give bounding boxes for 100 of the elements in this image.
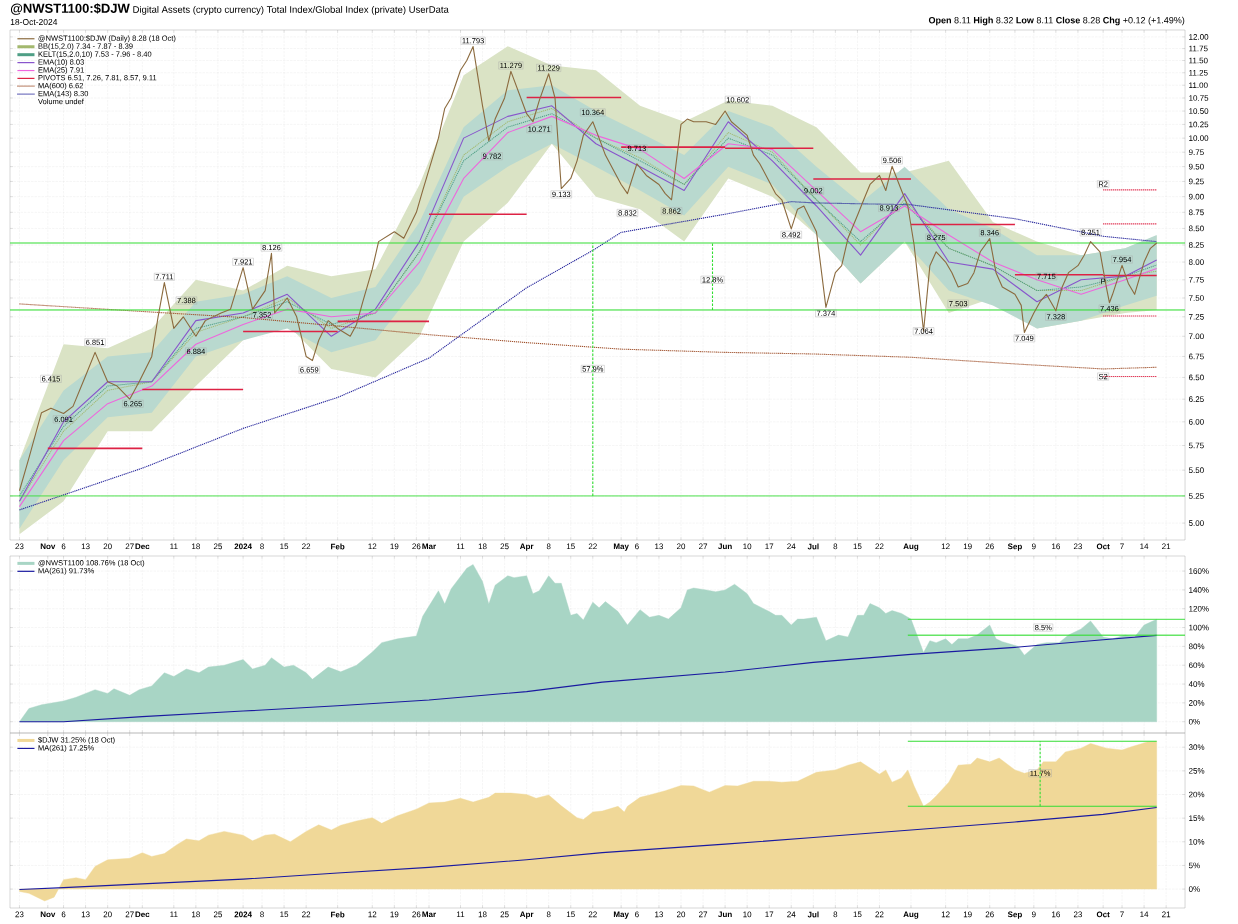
x-tick-label: 8 <box>833 543 838 550</box>
y-tick-label: 40% <box>1188 681 1205 687</box>
x-tick-label: 7 <box>1120 911 1124 918</box>
x-tick-label: 15 <box>566 911 575 918</box>
x-tick-label: 20 <box>103 543 112 550</box>
y-tick-label: 6.75 <box>1188 353 1204 360</box>
x-tick-label: 23 <box>15 543 24 550</box>
x-tick-label: 25 <box>500 543 509 550</box>
chart-subtitle: Digital Assets (crypto currency) Total Index/Global Index (private) UserData <box>133 5 449 15</box>
y-tick-label: 30% <box>1188 744 1205 751</box>
x-tick-label: 15 <box>853 911 862 918</box>
x-tick-label: 9 <box>1031 911 1036 918</box>
line-series <box>18 806 1158 891</box>
text: Open 8.11 High 8.32 Low 8.11 Close 8.28 Chg +0.12 (+1.49%) <box>928 16 1185 26</box>
y-tick-label: 7.50 <box>1188 295 1204 301</box>
x-tick-label: 18 <box>478 911 487 918</box>
y-tick-label: 11.75 <box>1189 45 1208 52</box>
x-tick-label: 18 <box>478 543 487 550</box>
x-tick-label: 9 <box>1031 543 1036 550</box>
x-tick-label: 2024 <box>234 911 252 918</box>
y-tick-label: 10.50 <box>1189 108 1209 114</box>
x-tick-label: Sep <box>1007 543 1022 551</box>
x-tick-label: 25 <box>213 543 223 550</box>
y-tick-label: 10.75 <box>1189 95 1209 101</box>
x-tick-label: 27 <box>699 911 708 918</box>
x-tick-label: 8 <box>546 911 551 918</box>
x-tick-label: 13 <box>655 543 664 550</box>
x-tick-label: 6 <box>635 543 639 550</box>
x-tick-label: 24 <box>787 911 796 918</box>
x-tick-label: 13 <box>655 911 664 918</box>
x-tick-label: 20 <box>103 911 112 918</box>
y-tick-label: 10% <box>1189 838 1205 845</box>
x-tick-label: Jul <box>807 543 819 550</box>
y-tick-label: 25% <box>1188 768 1205 774</box>
x-tick-label: 16 <box>1052 911 1060 918</box>
x-tick-label: Nov <box>40 543 56 550</box>
x-tick-label: May <box>613 911 629 919</box>
x-tick-label: 27 <box>125 543 134 550</box>
y-tick-label: 20% <box>1188 700 1205 706</box>
y-tick-label: 5.25 <box>1188 493 1204 499</box>
x-tick-label: 11 <box>456 911 465 918</box>
x-tick-label: Feb <box>331 543 345 550</box>
y-tick-label: 11.50 <box>1189 57 1208 64</box>
chart-title: @NWST1100:$DJW <box>10 3 130 15</box>
x-tick-label: 15 <box>853 543 862 550</box>
x-tick-label: 7 <box>1120 543 1124 550</box>
x-tick-label: 2024 <box>234 543 252 550</box>
x-tick-label: 14 <box>1140 911 1149 918</box>
x-tick-label: 10 <box>743 543 752 550</box>
x-tick-label: 19 <box>390 543 399 550</box>
x-tick-label: 19 <box>963 911 972 918</box>
x-tick-label: 11 <box>170 911 178 918</box>
y-tick-label: 9.75 <box>1188 149 1204 156</box>
y-tick-label: 11.00 <box>1189 82 1208 89</box>
x-tick-label: 11 <box>170 543 178 550</box>
y-tick-label: 100% <box>1189 624 1209 631</box>
x-tick-label: 22 <box>588 543 597 550</box>
y-tick-label: 15% <box>1189 815 1205 821</box>
y-tick-label: 8.25 <box>1188 242 1204 248</box>
x-tick-label: 6 <box>61 911 66 918</box>
x-tick-label: Dec <box>135 543 150 550</box>
x-tick-label: 20 <box>676 911 686 918</box>
x-tick-label: 12 <box>941 911 950 918</box>
x-tick-label: 8 <box>546 543 551 550</box>
x-tick-label: 26 <box>412 911 421 918</box>
x-tick-label: 23 <box>1073 543 1083 550</box>
y-tick-label: 6.50 <box>1188 374 1204 381</box>
y-tick-label: 12.00 <box>1189 34 1209 40</box>
x-tick-label: 26 <box>412 543 421 550</box>
x-tick-label: 27 <box>699 543 708 550</box>
x-tick-label: 26 <box>985 543 994 550</box>
y-tick-label: 120% <box>1189 605 1209 612</box>
x-tick-label: 22 <box>302 911 311 918</box>
x-tick-label: 25 <box>213 911 223 918</box>
x-tick-label: 27 <box>125 911 134 918</box>
x-tick-label: 10 <box>743 911 752 918</box>
x-tick-label: Apr <box>519 911 534 919</box>
x-tick-label: Jul <box>807 911 819 918</box>
x-tick-label: 24 <box>787 543 796 550</box>
x-tick-label: 13 <box>81 911 90 918</box>
x-tick-label: 22 <box>875 543 884 550</box>
y-tick-label: 5.00 <box>1188 520 1204 526</box>
x-tick-label: 15 <box>280 911 289 918</box>
x-tick-label: 6 <box>635 911 639 918</box>
y-tick-label: 5.50 <box>1188 467 1204 473</box>
x-tick-label: 21 <box>1162 911 1171 918</box>
x-tick-label: 14 <box>1140 543 1149 550</box>
y-tick-label: 10.25 <box>1189 121 1209 128</box>
y-tick-label: 5.75 <box>1188 442 1204 449</box>
x-tick-label: 17 <box>765 543 774 550</box>
y-tick-label: 0% <box>1188 886 1200 892</box>
x-tick-label: 13 <box>81 543 90 550</box>
x-tick-label: 8 <box>833 911 838 918</box>
x-tick-label: Oct <box>1096 911 1110 918</box>
x-tick-label: 15 <box>280 543 289 550</box>
y-tick-label: 8.00 <box>1188 259 1204 265</box>
y-tick-label: 9.00 <box>1188 193 1204 200</box>
y-tick-label: 9.50 <box>1188 163 1204 170</box>
x-tick-label: 18 <box>192 911 200 918</box>
x-tick-label: 12 <box>368 911 377 918</box>
